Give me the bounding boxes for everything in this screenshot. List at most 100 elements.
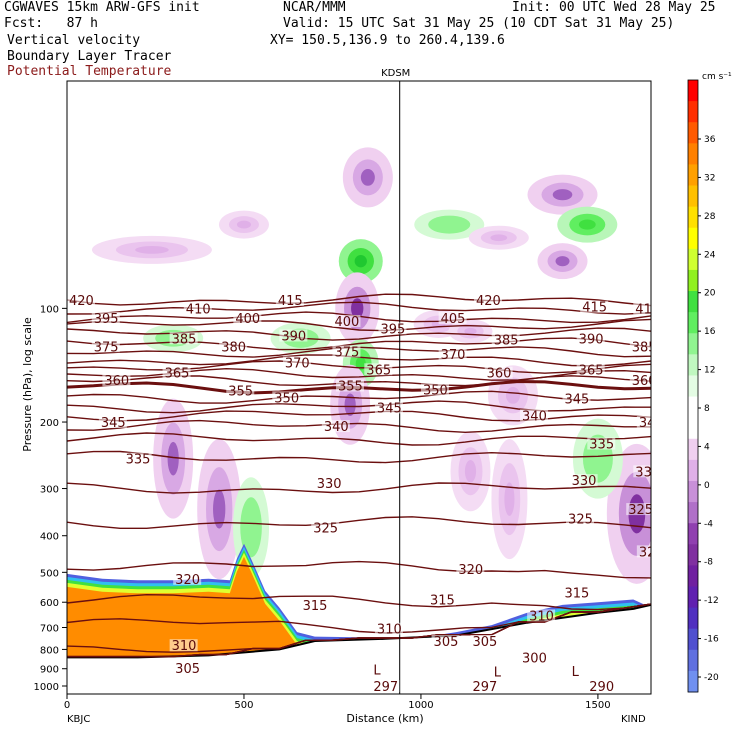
theta-label-bg xyxy=(428,593,457,606)
field-potential-temperature: Potential Temperature xyxy=(7,64,172,79)
theta-label: 375 xyxy=(334,345,359,360)
colorbar-swatch xyxy=(688,607,698,630)
theta-label-bg xyxy=(91,311,120,324)
x-tick-label: 1500 xyxy=(585,700,610,711)
theta-labels: 420 410 415 420 415 410 395 400 400 395 405 385 390 3… xyxy=(67,293,660,694)
theta-label-bg xyxy=(520,651,549,664)
theta-label: 410 xyxy=(186,302,211,317)
theta-label-bg xyxy=(580,300,609,313)
theta-label-bg xyxy=(183,302,212,315)
w-contour-inner xyxy=(555,256,570,267)
theta-label: 300 xyxy=(522,651,547,666)
theta-label: 420 xyxy=(476,294,501,309)
theta-label-bg xyxy=(474,293,503,306)
theta-label: 330 xyxy=(572,474,597,489)
theta-label-bg xyxy=(374,622,403,635)
colorbar-swatch xyxy=(688,565,698,587)
theta-label-bg xyxy=(173,572,202,585)
colorbar-swatch xyxy=(688,586,698,609)
colorbar-label: 28 xyxy=(704,212,716,222)
colorbar-swatch xyxy=(688,269,698,292)
theta-label-bg xyxy=(98,416,127,429)
colorbar-label: 16 xyxy=(704,327,716,337)
theta-label: 325 xyxy=(568,512,593,527)
x-axis-title: Distance (km) xyxy=(346,712,423,725)
theta-label-bg xyxy=(587,437,616,450)
cross-section-coords: XY= 150.5,136.9 to 260.4,139.6 xyxy=(270,33,505,48)
theta-label: 415 xyxy=(278,294,303,309)
colorbar-label: 36 xyxy=(704,135,716,145)
theta-line-320 xyxy=(67,560,651,579)
theta-label: 375 xyxy=(94,340,119,355)
theta-label: 410 xyxy=(635,302,660,317)
theta-label: 305 xyxy=(175,662,200,677)
theta-line-350 xyxy=(67,410,651,422)
colorbar-swatch xyxy=(688,354,698,376)
theta-line-330 xyxy=(67,482,651,494)
theta-label-bg xyxy=(173,661,202,674)
w-contour-inner xyxy=(167,441,179,476)
theta-label: 310 xyxy=(172,639,197,654)
colorbar-label: -4 xyxy=(704,519,713,529)
theta-label-bg xyxy=(520,409,549,422)
theta-label-bg xyxy=(456,563,485,576)
y-tick-label: 400 xyxy=(40,532,59,543)
theta-label-bg xyxy=(67,293,95,306)
theta-label: 390 xyxy=(579,332,604,347)
theta-label-bg xyxy=(282,356,311,369)
colorbar-swatch xyxy=(688,502,698,524)
theta-label-bg xyxy=(314,476,343,489)
theta-label: 420 xyxy=(69,294,94,309)
y-tick-label: 900 xyxy=(40,665,59,676)
x-tick-label: 500 xyxy=(234,700,253,711)
colorbar-swatch xyxy=(688,164,698,187)
theta-label-bg xyxy=(587,679,616,692)
theta-label: L xyxy=(494,665,502,680)
theta-label: L xyxy=(373,664,381,679)
theta-label: 315 xyxy=(430,593,455,608)
theta-label: 360 xyxy=(104,374,129,389)
theta-label-bg xyxy=(123,452,152,465)
theta-label-bg xyxy=(91,340,120,353)
theta-label: 400 xyxy=(235,312,260,327)
colorbar-swatch xyxy=(688,101,698,123)
plot-frame xyxy=(66,80,652,695)
w-contour-inner xyxy=(213,489,226,529)
theta-line-315 xyxy=(67,593,651,611)
theta-label-bg xyxy=(332,314,361,327)
theta-label: 320 xyxy=(175,573,200,588)
colorbar-swatch xyxy=(688,396,698,419)
theta-label: 360 xyxy=(487,367,512,382)
theta-label: 345 xyxy=(565,392,590,407)
theta-label-bg xyxy=(275,293,304,306)
w-contour-inner xyxy=(354,255,367,268)
init-time: Init: 00 UTC Wed 28 May 25 xyxy=(512,0,716,15)
theta-label-bg xyxy=(233,311,262,324)
theta-label: 340 xyxy=(324,420,349,435)
theta-label: 345 xyxy=(101,416,126,431)
w-contour-inner xyxy=(360,169,375,186)
theta-label-bg xyxy=(219,340,248,353)
field-boundary-layer-tracer: Boundary Layer Tracer xyxy=(7,49,172,64)
theta-label-bg xyxy=(569,474,598,487)
x-tick-label: 1000 xyxy=(408,700,433,711)
colorbar-label: 24 xyxy=(704,250,716,260)
colorbar-label: 32 xyxy=(704,173,715,183)
theta-label-bg xyxy=(438,347,467,360)
colorbar-swatch xyxy=(688,417,698,440)
theta-label: 400 xyxy=(334,315,359,330)
w-contour-inner xyxy=(344,393,356,416)
colorbar-swatch xyxy=(688,438,698,461)
w-contour-inner xyxy=(578,219,596,230)
theta-label-bg xyxy=(633,302,651,315)
y-tick-label: 300 xyxy=(40,485,59,496)
colorbar-swatch xyxy=(688,333,698,355)
w-contour-inner xyxy=(504,482,515,516)
colorbar-swatch xyxy=(688,291,698,313)
w-contour-inner xyxy=(246,513,257,542)
colorbar-label: -12 xyxy=(704,596,719,606)
field-vertical-velocity: Vertical velocity xyxy=(7,33,141,48)
theta-label: 315 xyxy=(303,599,328,614)
colorbar-swatch xyxy=(688,122,698,144)
theta-line-325 xyxy=(67,516,651,529)
